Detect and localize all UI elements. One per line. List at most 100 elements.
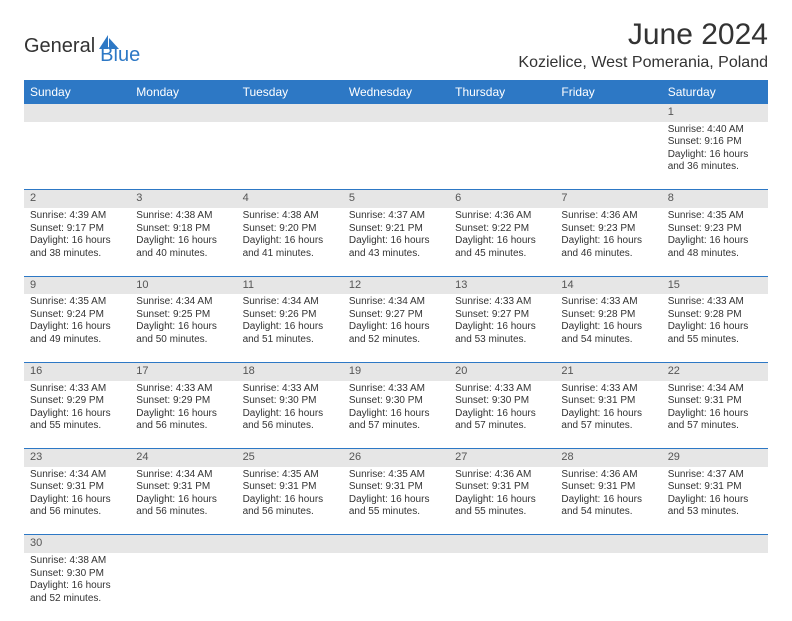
day-number: 28 (555, 449, 661, 467)
day-sunrise: Sunrise: 4:38 AM (30, 555, 124, 568)
logo-text-blue: Blue (100, 44, 140, 67)
day-day1: Daylight: 16 hours (668, 494, 762, 507)
day-number: 3 (130, 190, 236, 208)
day-number (237, 535, 343, 553)
day-day1: Daylight: 16 hours (30, 235, 124, 248)
day-sunrise: Sunrise: 4:33 AM (561, 296, 655, 309)
day-day1: Daylight: 16 hours (561, 235, 655, 248)
day-number: 6 (449, 190, 555, 208)
day-day2: and 53 minutes. (455, 334, 549, 347)
day-number: 30 (24, 535, 130, 553)
day-day2: and 38 minutes. (30, 248, 124, 261)
day-cell: Sunrise: 4:38 AMSunset: 9:30 PMDaylight:… (24, 553, 130, 621)
day-cell: Sunrise: 4:38 AMSunset: 9:20 PMDaylight:… (237, 208, 343, 276)
day-sunrise: Sunrise: 4:33 AM (455, 383, 549, 396)
day-cell (130, 122, 236, 190)
day-cell: Sunrise: 4:34 AMSunset: 9:31 PMDaylight:… (130, 467, 236, 535)
day-cell: Sunrise: 4:33 AMSunset: 9:30 PMDaylight:… (237, 381, 343, 449)
day-day1: Daylight: 16 hours (561, 494, 655, 507)
day-cell: Sunrise: 4:33 AMSunset: 9:30 PMDaylight:… (343, 381, 449, 449)
day-sunset: Sunset: 9:23 PM (561, 223, 655, 236)
day-number: 5 (343, 190, 449, 208)
day-sunrise: Sunrise: 4:35 AM (30, 296, 124, 309)
day-cell: Sunrise: 4:33 AMSunset: 9:28 PMDaylight:… (555, 294, 661, 362)
day-day1: Daylight: 16 hours (668, 235, 762, 248)
day-number: 2 (24, 190, 130, 208)
day-sunset: Sunset: 9:23 PM (668, 223, 762, 236)
day-day2: and 55 minutes. (455, 506, 549, 519)
day-day1: Daylight: 16 hours (30, 321, 124, 334)
day-sunset: Sunset: 9:31 PM (561, 395, 655, 408)
day-day2: and 46 minutes. (561, 248, 655, 261)
day-sunset: Sunset: 9:16 PM (668, 136, 762, 149)
day-sunrise: Sunrise: 4:33 AM (136, 383, 230, 396)
day-day1: Daylight: 16 hours (136, 494, 230, 507)
day-cell: Sunrise: 4:34 AMSunset: 9:27 PMDaylight:… (343, 294, 449, 362)
day-number: 29 (662, 449, 768, 467)
month-title: June 2024 (518, 18, 768, 52)
day-sunset: Sunset: 9:28 PM (561, 309, 655, 322)
day-number (237, 104, 343, 122)
day-day1: Daylight: 16 hours (455, 235, 549, 248)
day-number-row: 1 (24, 104, 768, 122)
day-cell: Sunrise: 4:34 AMSunset: 9:31 PMDaylight:… (662, 381, 768, 449)
day-number: 14 (555, 276, 661, 294)
day-day1: Daylight: 16 hours (136, 408, 230, 421)
day-cell: Sunrise: 4:38 AMSunset: 9:18 PMDaylight:… (130, 208, 236, 276)
day-number: 8 (662, 190, 768, 208)
location: Kozielice, West Pomerania, Poland (518, 54, 768, 72)
day-day1: Daylight: 16 hours (561, 408, 655, 421)
day-cell: Sunrise: 4:33 AMSunset: 9:28 PMDaylight:… (662, 294, 768, 362)
day-number: 15 (662, 276, 768, 294)
logo: General Blue (24, 26, 140, 67)
day-cell: Sunrise: 4:34 AMSunset: 9:31 PMDaylight:… (24, 467, 130, 535)
day-day2: and 56 minutes. (30, 506, 124, 519)
day-sunset: Sunset: 9:31 PM (30, 481, 124, 494)
day-sunset: Sunset: 9:30 PM (243, 395, 337, 408)
day-number (343, 535, 449, 553)
day-sunrise: Sunrise: 4:33 AM (30, 383, 124, 396)
day-cell (237, 122, 343, 190)
day-sunset: Sunset: 9:26 PM (243, 309, 337, 322)
weekday-header: Tuesday (237, 80, 343, 104)
day-number: 19 (343, 362, 449, 380)
day-number (555, 535, 661, 553)
day-cell (343, 553, 449, 621)
day-day2: and 57 minutes. (668, 420, 762, 433)
day-sunset: Sunset: 9:30 PM (30, 568, 124, 581)
day-cell: Sunrise: 4:36 AMSunset: 9:23 PMDaylight:… (555, 208, 661, 276)
day-sunrise: Sunrise: 4:38 AM (243, 210, 337, 223)
day-number-row: 9101112131415 (24, 276, 768, 294)
day-sunrise: Sunrise: 4:40 AM (668, 124, 762, 137)
day-day2: and 55 minutes. (30, 420, 124, 433)
day-cell (343, 122, 449, 190)
day-number-row: 16171819202122 (24, 362, 768, 380)
day-sunset: Sunset: 9:21 PM (349, 223, 443, 236)
day-number: 4 (237, 190, 343, 208)
day-number: 22 (662, 362, 768, 380)
day-number: 1 (662, 104, 768, 122)
day-day2: and 56 minutes. (136, 506, 230, 519)
day-number: 23 (24, 449, 130, 467)
day-sunrise: Sunrise: 4:37 AM (349, 210, 443, 223)
day-cell: Sunrise: 4:39 AMSunset: 9:17 PMDaylight:… (24, 208, 130, 276)
day-day1: Daylight: 16 hours (668, 408, 762, 421)
header: General Blue June 2024 Kozielice, West P… (24, 18, 768, 72)
day-number: 11 (237, 276, 343, 294)
day-number: 9 (24, 276, 130, 294)
day-sunset: Sunset: 9:31 PM (455, 481, 549, 494)
title-block: June 2024 Kozielice, West Pomerania, Pol… (518, 18, 768, 72)
day-cell: Sunrise: 4:33 AMSunset: 9:30 PMDaylight:… (449, 381, 555, 449)
day-sunset: Sunset: 9:27 PM (455, 309, 549, 322)
weekday-header: Saturday (662, 80, 768, 104)
day-cell (24, 122, 130, 190)
day-day1: Daylight: 16 hours (455, 408, 549, 421)
day-day1: Daylight: 16 hours (349, 235, 443, 248)
day-number: 18 (237, 362, 343, 380)
day-cell: Sunrise: 4:37 AMSunset: 9:21 PMDaylight:… (343, 208, 449, 276)
day-number-row: 2345678 (24, 190, 768, 208)
day-sunset: Sunset: 9:30 PM (455, 395, 549, 408)
day-sunset: Sunset: 9:29 PM (136, 395, 230, 408)
day-day1: Daylight: 16 hours (243, 494, 337, 507)
day-day2: and 49 minutes. (30, 334, 124, 347)
